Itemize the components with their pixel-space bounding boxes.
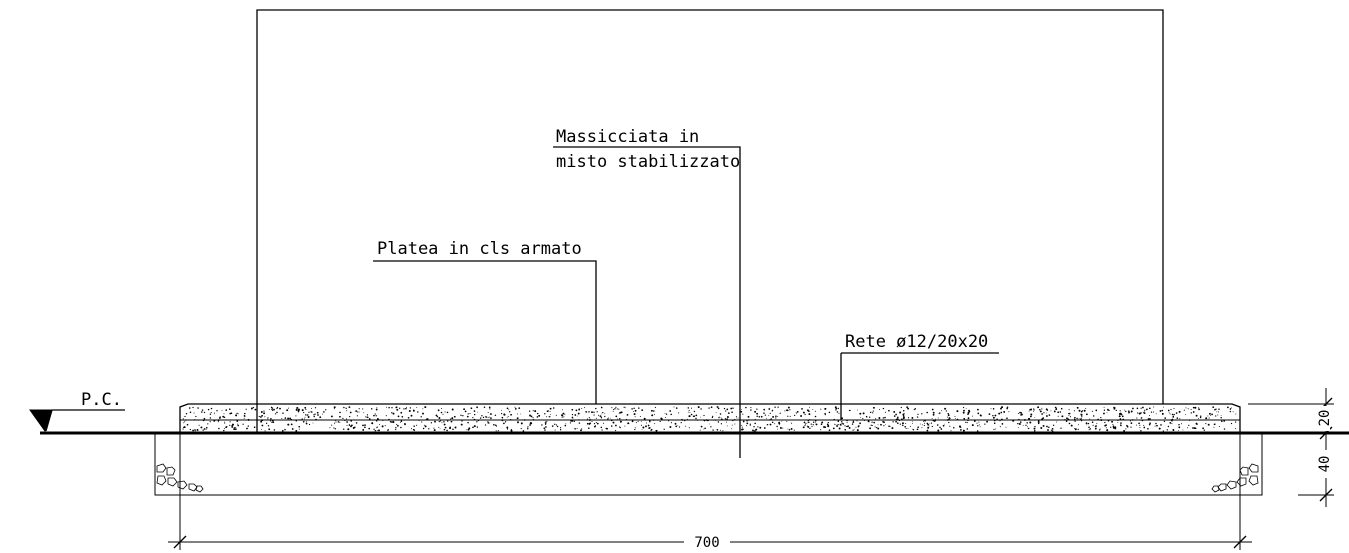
rete-label: Rete ø12/20x20 bbox=[845, 332, 988, 352]
massicciata-label-line2: misto stabilizzato bbox=[556, 152, 740, 172]
dim-700-tick-right bbox=[1233, 535, 1247, 549]
gravel-base bbox=[154, 464, 1263, 496]
stone-symbol-right bbox=[1211, 463, 1259, 493]
stone-symbol-left bbox=[156, 463, 204, 493]
dim-20-label: 20 bbox=[1317, 410, 1333, 427]
dim-40-label: 40 bbox=[1317, 456, 1333, 473]
dim-20-bg bbox=[1316, 406, 1330, 431]
platea-leader bbox=[373, 260, 597, 404]
pc-leader bbox=[45, 409, 53, 432]
dim-700-tick-left bbox=[173, 535, 187, 549]
massicciata-label-line1: Massicciata in bbox=[556, 127, 699, 147]
platea-label: Platea in cls armato bbox=[377, 239, 582, 259]
concrete-texture bbox=[182, 406, 1237, 432]
upper-outline bbox=[256, 9, 1164, 433]
massicciata-leader bbox=[553, 146, 741, 458]
dim-700-label: 700 bbox=[694, 535, 719, 551]
dim-40-bg bbox=[1316, 450, 1330, 478]
dim-tick-bottom bbox=[1319, 488, 1333, 502]
concrete-slab bbox=[179, 403, 1241, 433]
pc-label: P.C. bbox=[81, 390, 122, 410]
